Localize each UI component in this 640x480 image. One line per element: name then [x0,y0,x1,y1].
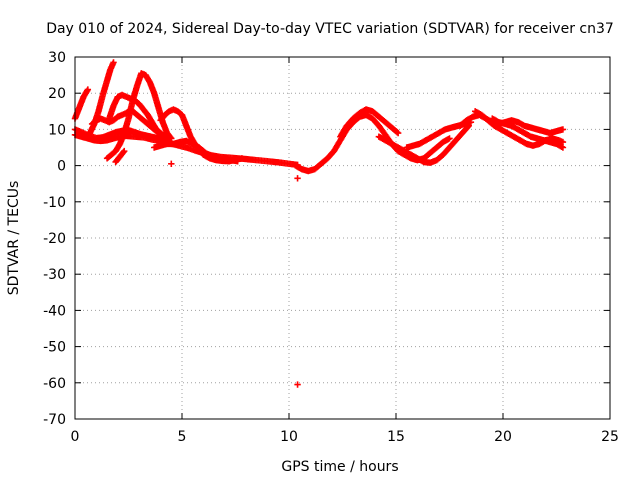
y-tick-label: -50 [43,340,66,356]
x-tick-label: 10 [280,429,298,445]
series-track-6 [106,91,169,140]
y-tick-label: -30 [43,267,66,283]
series-track-7 [103,70,175,162]
data-point [168,160,175,167]
data-point [238,155,246,162]
x-axis-label: GPS time / hours [281,459,398,475]
data-point [234,158,241,165]
x-tick-label: 5 [178,429,187,445]
y-tick-label: 10 [48,122,66,138]
data-point [167,134,174,141]
x-tick-label: 15 [387,429,405,445]
data-point [110,59,117,66]
plot-frame [74,56,611,420]
y-tick-label: 30 [48,50,66,66]
x-tick-label: 20 [494,429,512,445]
data-point [446,135,453,142]
series-track-12 [337,106,402,140]
data-point [121,147,128,155]
series-track-13 [375,122,472,166]
data-point [394,129,402,137]
data-point [84,86,92,93]
data-point [559,126,567,133]
x-tick-label: 0 [71,429,80,445]
y-tick-label: -60 [43,376,66,392]
data-point [559,144,567,151]
data-point [168,135,175,142]
y-axis-label: SDTVAR / TECUs [6,181,22,296]
series-track-10 [150,137,241,165]
data-point [294,175,301,182]
y-tick-label: -40 [43,303,66,319]
data-point [120,149,127,156]
series-track-8 [112,147,128,166]
data-point [393,128,401,136]
y-tick-label: 20 [48,86,66,102]
data-point [294,381,301,388]
x-tick-label: 25 [601,429,619,445]
y-tick-label: 0 [57,159,66,175]
data-point [559,138,567,146]
y-tick-label: -10 [43,195,66,211]
y-tick-label: -20 [43,231,66,247]
data-series [71,59,567,388]
series-outliers [168,160,301,388]
chart-title: Day 010 of 2024, Sidereal Day-to-day VTE… [46,21,614,37]
series-track-17 [489,115,567,151]
series-track-14 [403,118,475,151]
y-tick-label: -70 [43,412,66,428]
